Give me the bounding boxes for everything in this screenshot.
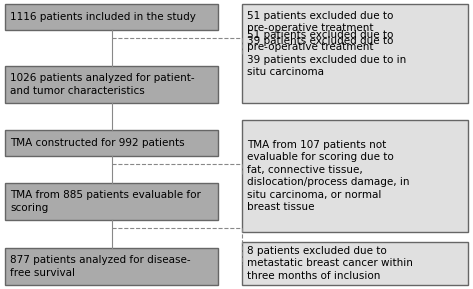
Bar xyxy=(5,66,218,103)
Bar xyxy=(5,4,218,30)
Text: 51 patients excluded due to
pre-operative treatment
39 patients excluded due to: 51 patients excluded due to pre-operativ… xyxy=(247,11,397,46)
Text: 1116 patients included in the study: 1116 patients included in the study xyxy=(10,12,196,22)
Text: 1026 patients analyzed for patient-
and tumor characteristics: 1026 patients analyzed for patient- and … xyxy=(10,73,194,96)
Bar xyxy=(242,120,468,232)
Text: TMA from 107 patients not
evaluable for scoring due to
fat, connective tissue,
d: TMA from 107 patients not evaluable for … xyxy=(247,140,410,212)
Bar xyxy=(5,248,218,285)
Text: 51 patients excluded due to
pre-operative treatment
39 patients excluded due to : 51 patients excluded due to pre-operativ… xyxy=(247,30,406,77)
Text: 8 patients excluded due to
metastatic breast cancer within
three months of inclu: 8 patients excluded due to metastatic br… xyxy=(247,246,413,281)
Bar xyxy=(5,183,218,220)
Bar xyxy=(242,242,468,285)
Text: TMA constructed for 992 patients: TMA constructed for 992 patients xyxy=(10,138,184,148)
Bar xyxy=(242,4,468,103)
Text: TMA from 885 patients evaluable for
scoring: TMA from 885 patients evaluable for scor… xyxy=(10,190,201,213)
Text: 877 patients analyzed for disease-
free survival: 877 patients analyzed for disease- free … xyxy=(10,255,191,278)
Bar xyxy=(5,130,218,156)
